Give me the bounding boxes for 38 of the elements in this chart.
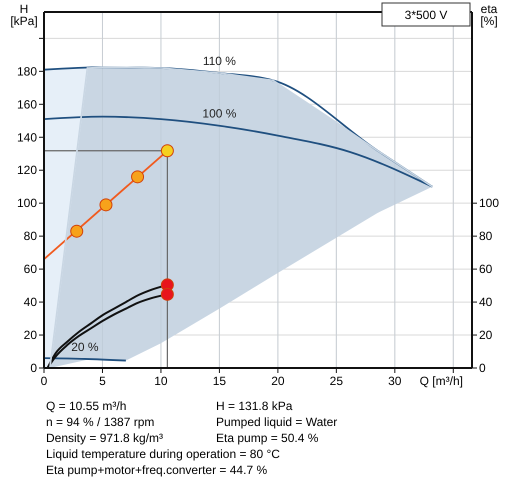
- y2-tick-label: 100: [479, 196, 500, 210]
- y-axis-title: H [kPa]: [10, 2, 38, 28]
- y-tick-label: 60: [24, 262, 38, 276]
- text: Density = 971.8 kg/m³: [46, 431, 164, 445]
- y2-tick-label: 80: [479, 229, 493, 244]
- text: H = 131.8 kPa: [216, 399, 293, 413]
- x-tick-label: 10: [154, 374, 168, 388]
- x-tick-label: 5: [99, 374, 106, 388]
- series-label: 20 %: [71, 340, 99, 354]
- y-tick-label: 100: [16, 196, 38, 210]
- y2-axis-title: eta [%]: [480, 2, 498, 28]
- y2-tick-label: 0: [479, 361, 486, 375]
- text: Pumped liquid = Water: [216, 415, 338, 429]
- y-tick-label: 20: [24, 328, 38, 342]
- y-tick-label: 160: [16, 97, 38, 112]
- y2-tick-label: 40: [479, 295, 493, 310]
- y-tick-label: 120: [16, 163, 38, 178]
- text: Eta pump = 50.4 %: [216, 431, 319, 445]
- y-tick-label: 180: [16, 64, 38, 78]
- x-tick-label: 25: [330, 374, 344, 388]
- y2-tick-label: 60: [479, 262, 493, 276]
- y-tick-label: 140: [16, 130, 38, 144]
- text: Liquid temperature during operation = 80 °C: [46, 447, 280, 461]
- x-tick-label: 30: [388, 374, 402, 388]
- y-tick-label: 0: [30, 361, 38, 375]
- x-axis-title: Q [m³/h]: [420, 374, 463, 388]
- y-tick-label: 80: [24, 229, 38, 244]
- x-tick-label: 0: [40, 374, 48, 388]
- y2-tick-label: 20: [479, 328, 493, 342]
- series-label: 110 %: [202, 54, 236, 68]
- text: Eta pump+motor+freq.converter = 44.7 %: [46, 463, 268, 477]
- text: Q = 10.55 m³/h: [46, 399, 126, 413]
- series-label: 100 %: [202, 106, 237, 121]
- x-tick-label: 15: [212, 374, 226, 388]
- chart-title: 3*500 V: [404, 8, 448, 22]
- text: n = 94 % / 1387 rpm: [46, 415, 154, 429]
- x-tick-label: 20: [271, 374, 285, 388]
- y-tick-label: 40: [24, 295, 38, 310]
